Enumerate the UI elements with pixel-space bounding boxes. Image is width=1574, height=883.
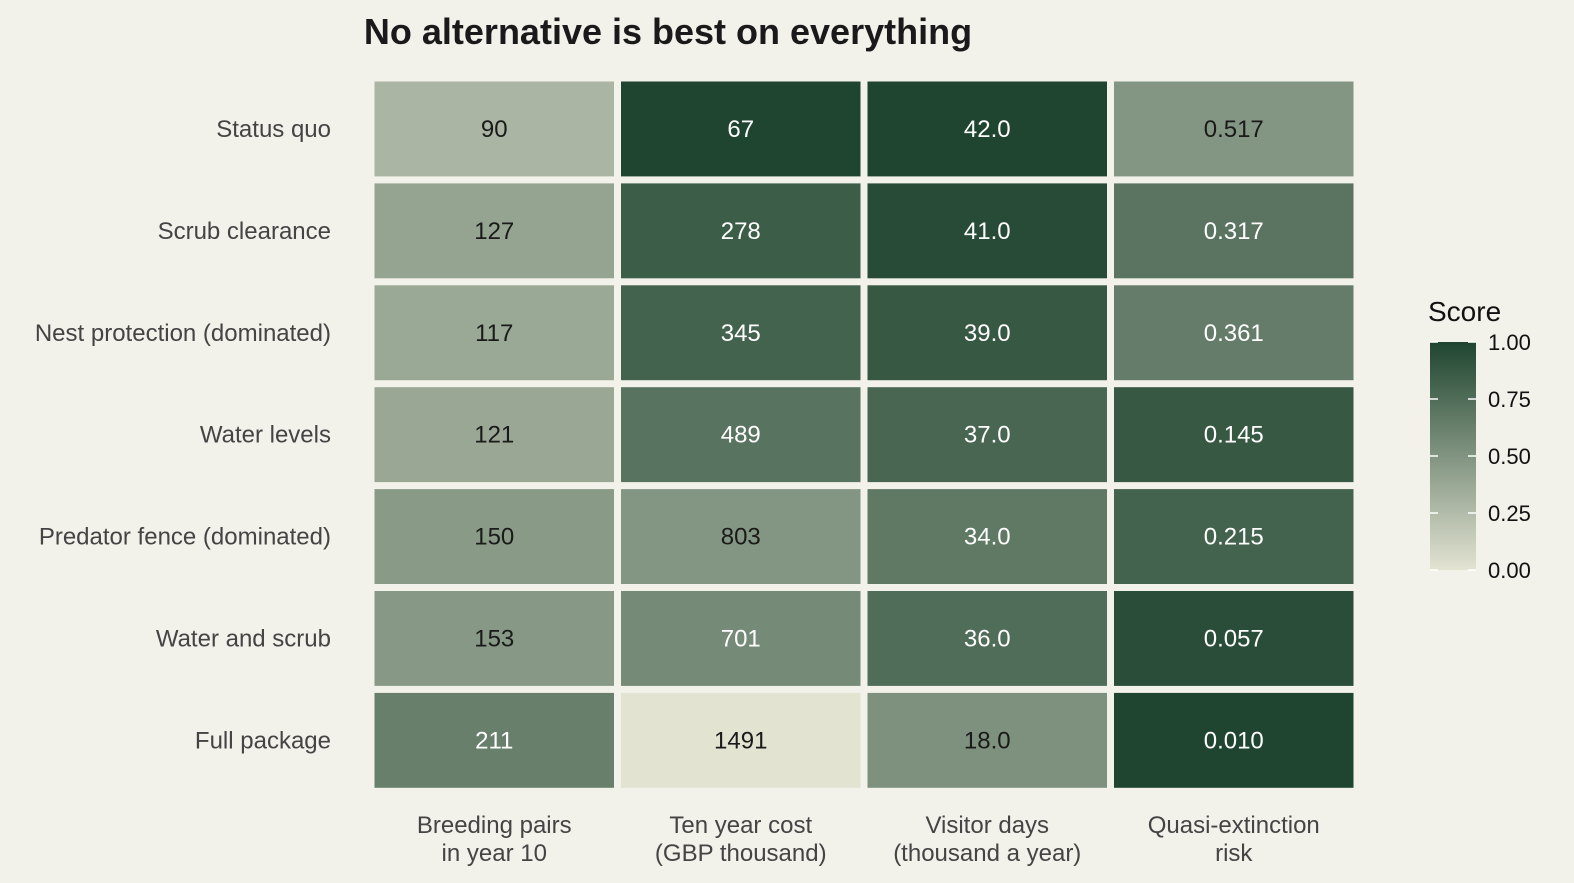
heatmap-cell [621, 489, 861, 584]
column-label: in year 10 [442, 840, 547, 867]
row-label: Water levels [200, 422, 331, 449]
cell-value-label: 278 [721, 218, 761, 245]
column-label: Breeding pairs [417, 812, 572, 839]
heatmap-cell [1114, 387, 1354, 483]
cell-value-label: 36.0 [964, 625, 1011, 652]
heatmap-cell [867, 591, 1107, 686]
heatmap-cell [621, 183, 861, 279]
row-label: Full package [195, 727, 331, 754]
cell-value-label: 701 [721, 625, 761, 652]
row-label: Water and scrub [156, 625, 331, 652]
cell-value-label: 18.0 [964, 727, 1011, 754]
heatmap-cell [621, 591, 861, 686]
heatmap-cell [1114, 591, 1354, 686]
heatmap-cell [1114, 81, 1354, 177]
cell-value-label: 0.317 [1204, 218, 1264, 245]
heatmap-cell [374, 489, 614, 584]
column-label: risk [1215, 840, 1253, 867]
heatmap-cell [1114, 692, 1354, 788]
heatmap-cell [867, 387, 1107, 483]
cell-value-label: 803 [721, 524, 761, 551]
row-label: Predator fence (dominated) [39, 524, 331, 551]
heatmap-cell [374, 81, 614, 177]
color-legend: Score 0.00 0.25 0.50 0.75 1.00 [1428, 296, 1531, 583]
cell-value-label: 0.057 [1204, 625, 1264, 652]
cell-value-label: 90 [481, 116, 508, 143]
cell-value-label: 0.361 [1204, 320, 1264, 347]
cell-value-label: 489 [721, 422, 761, 449]
legend-tick-label: 0.25 [1488, 501, 1531, 526]
cell-value-label: 150 [474, 524, 514, 551]
cell-value-label: 127 [474, 218, 514, 245]
column-label: (thousand a year) [893, 840, 1081, 867]
heatmap-cell [374, 183, 614, 279]
row-label: Nest protection (dominated) [35, 320, 331, 347]
cell-value-label: 39.0 [964, 320, 1011, 347]
legend-tick-label: 0.50 [1488, 444, 1531, 469]
cell-value-label: 117 [475, 320, 513, 347]
column-label: Quasi-extinction [1148, 812, 1320, 839]
cell-value-label: 0.517 [1204, 116, 1264, 143]
cell-value-label: 121 [474, 422, 514, 449]
cell-value-label: 0.145 [1204, 422, 1264, 449]
heatmap-cell [867, 489, 1107, 584]
column-label: Ten year cost [669, 812, 812, 839]
column-label: (GBP thousand) [655, 840, 827, 867]
legend-ticks: 0.00 0.25 0.50 0.75 1.00 [1430, 330, 1531, 583]
cell-value-label: 153 [474, 625, 514, 652]
cell-value-label: 37.0 [964, 422, 1011, 449]
cell-value-label: 1491 [714, 727, 767, 754]
heatmap-cell [621, 692, 861, 788]
column-label: Visitor days [925, 812, 1049, 839]
legend-tick-label: 1.00 [1488, 330, 1531, 355]
heatmap-cell [374, 285, 614, 381]
row-label: Status quo [216, 116, 331, 143]
chart-title: No alternative is best on everything [364, 11, 972, 52]
heatmap-cell [374, 591, 614, 686]
heatmap-cell [374, 387, 614, 483]
heatmap-cell [1114, 489, 1354, 584]
cell-value-label: 41.0 [964, 218, 1011, 245]
heatmap-cell [621, 387, 861, 483]
legend-tick-label: 0.00 [1488, 558, 1531, 583]
cell-value-label: 0.215 [1204, 524, 1264, 551]
cell-value-label: 211 [475, 727, 513, 754]
cell-value-label: 0.010 [1204, 727, 1264, 754]
heatmap-cell [621, 81, 861, 177]
heatmap-cell [867, 183, 1107, 279]
heatmap-cell [374, 692, 614, 788]
heatmap-cells: 90 67 42.0 0.517 127 278 41.0 0.317 117 345 39.0 0.… [374, 81, 1354, 788]
cell-value-label: 42.0 [964, 116, 1011, 143]
heatmap-cell [1114, 183, 1354, 279]
heatmap-cell [867, 81, 1107, 177]
heatmap-cell [867, 692, 1107, 788]
row-labels: Status quo Scrub clearance Nest protection… [35, 116, 331, 754]
heatmap-cell [867, 285, 1107, 381]
heatmap-cell [1114, 285, 1354, 381]
cell-value-label: 34.0 [964, 524, 1011, 551]
cell-value-label: 67 [727, 116, 754, 143]
legend-title: Score [1428, 296, 1501, 327]
row-label: Scrub clearance [158, 218, 331, 245]
legend-tick-label: 0.75 [1488, 387, 1531, 412]
cell-value-label: 345 [721, 320, 761, 347]
heatmap-cell [621, 285, 861, 381]
